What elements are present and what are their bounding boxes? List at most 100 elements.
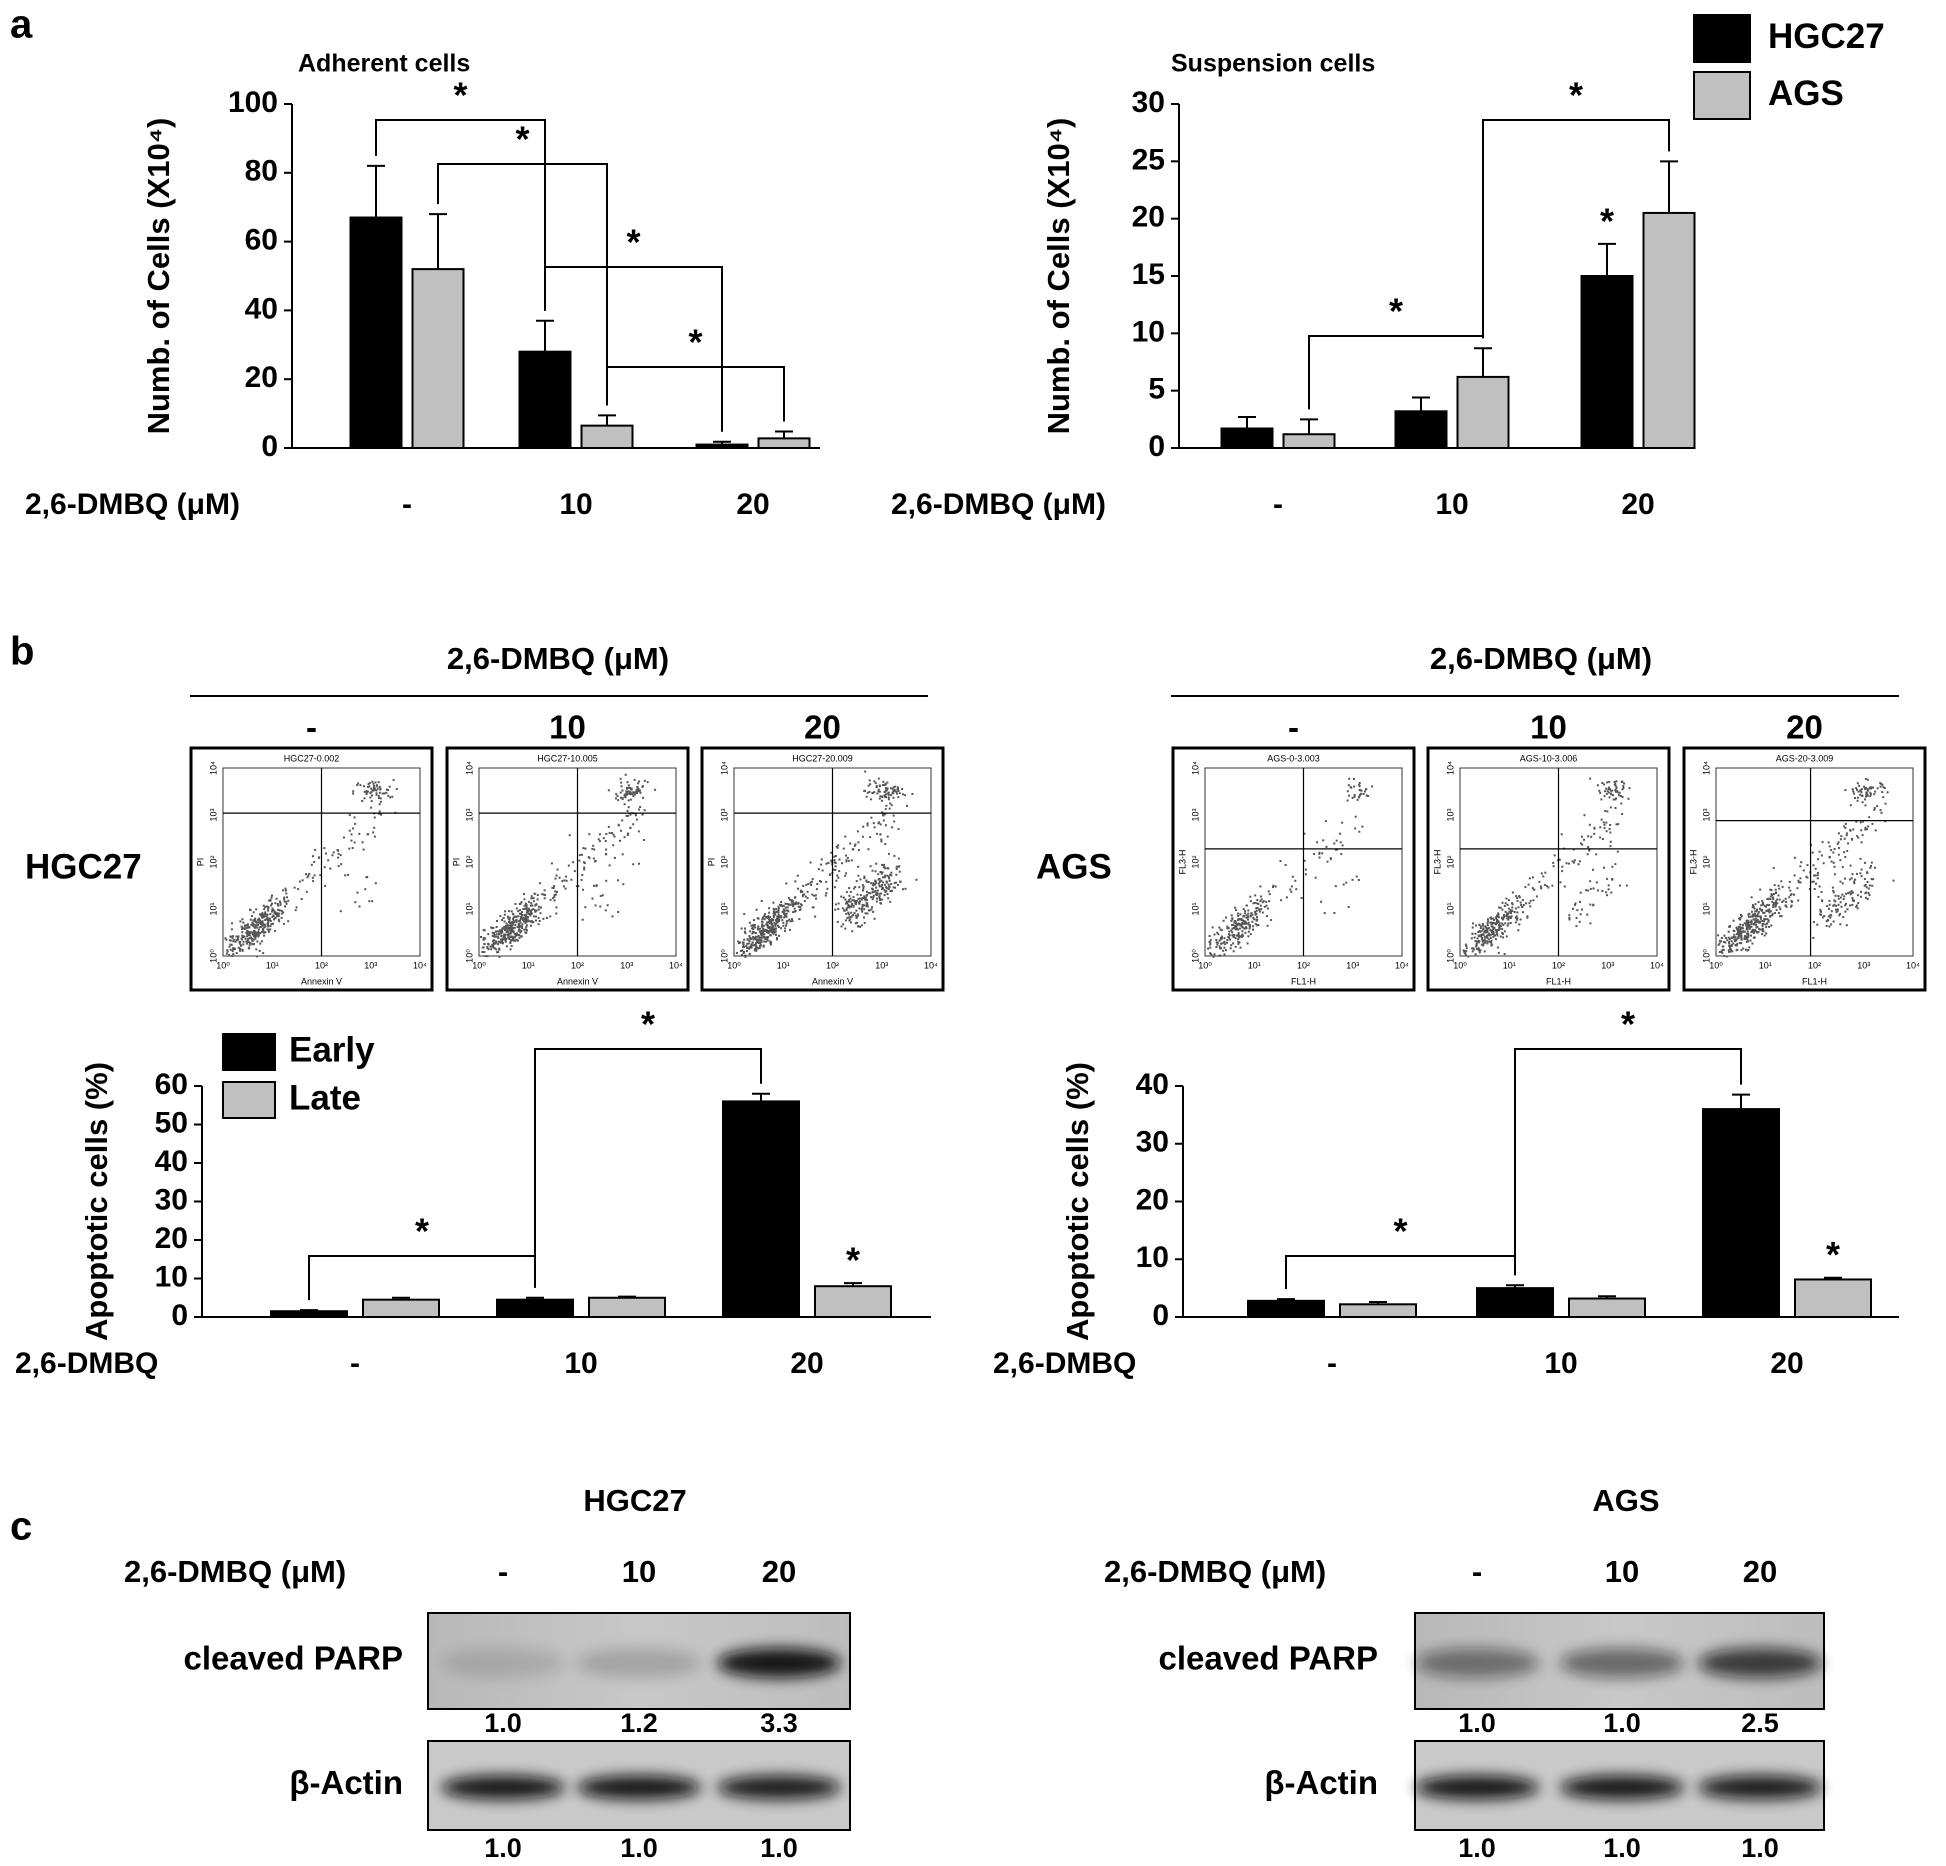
flow-dot	[1563, 885, 1566, 888]
flow-dot	[546, 917, 548, 919]
flow-dot	[301, 879, 304, 882]
flow-dot	[1365, 788, 1368, 791]
flow-dot	[1609, 845, 1612, 848]
significance-star: *	[415, 1211, 429, 1252]
flow-dot	[1607, 788, 1610, 791]
flow-dot	[1230, 914, 1233, 917]
flow-dot	[581, 918, 584, 921]
flow-dot	[848, 899, 851, 901]
flow-dot	[372, 831, 375, 834]
flow-dot	[1884, 802, 1887, 805]
flow-dot	[269, 928, 272, 931]
flow-dot	[1353, 795, 1356, 798]
flow-dot	[1778, 906, 1781, 909]
flow-dot	[1805, 875, 1808, 878]
flow-dot	[1831, 886, 1834, 889]
flow-dot	[1742, 927, 1744, 930]
flow-dot	[762, 924, 765, 927]
flow-dot	[622, 883, 625, 886]
flow-dot	[532, 915, 535, 918]
flow-dot	[1251, 920, 1254, 923]
flow-dot	[366, 790, 369, 793]
flow-dot	[1754, 921, 1757, 924]
lane-label: 20	[1743, 1554, 1777, 1589]
flow-dot	[1860, 890, 1863, 893]
flow-tick-label: 10⁰	[208, 949, 218, 963]
flow-dot	[542, 917, 545, 920]
flow-dot	[1471, 932, 1474, 935]
flow-dot	[763, 940, 766, 943]
flow-dot	[1619, 795, 1622, 797]
flow-dot	[1860, 841, 1863, 844]
flow-dot	[1260, 895, 1262, 898]
flow-dot	[530, 920, 533, 922]
flow-dot	[537, 916, 540, 919]
flow-dot	[1876, 787, 1879, 790]
flow-dot	[1492, 935, 1495, 938]
flow-dot	[1846, 908, 1849, 911]
flow-dot	[767, 936, 769, 938]
flow-dot	[1766, 898, 1769, 900]
flow-dot	[1501, 928, 1504, 931]
flow-dot	[750, 946, 753, 949]
flow-dot	[1837, 897, 1840, 900]
flow-dot	[276, 912, 279, 915]
flow-x-label: Annexin V	[301, 976, 342, 986]
flow-dot	[1487, 938, 1490, 941]
flow-dot	[375, 792, 378, 795]
flow-dot	[225, 938, 228, 941]
flow-dot	[511, 926, 513, 929]
flow-dot	[233, 948, 236, 951]
flow-dot	[890, 890, 893, 893]
flow-dot	[1522, 911, 1525, 914]
flow-dot	[1318, 852, 1321, 855]
flow-dot	[1476, 940, 1478, 943]
flow-dot	[1866, 789, 1869, 792]
flow-dot	[1765, 932, 1768, 935]
flow-dot	[1615, 823, 1618, 826]
flow-dot	[511, 920, 514, 923]
y-axis-label: Numb. of Cells (X10⁴)	[141, 118, 176, 435]
flow-dot	[1493, 926, 1496, 929]
flow-dot	[1595, 881, 1598, 884]
flow-dot	[748, 935, 751, 937]
flow-dot	[627, 784, 630, 787]
flow-dot	[578, 859, 581, 862]
flow-dot	[621, 853, 624, 856]
flow-dot	[1753, 936, 1756, 939]
x-tick-label: 10	[559, 488, 592, 521]
flow-dot	[1233, 934, 1236, 937]
flow-dot	[1243, 922, 1246, 925]
y-tick-label: 15	[1132, 258, 1165, 291]
blot-band	[717, 1775, 841, 1800]
flow-dot	[606, 904, 609, 907]
flow-dot	[1753, 907, 1756, 910]
flow-dot	[1226, 939, 1229, 941]
flow-dot	[1313, 853, 1316, 855]
flow-dot	[518, 903, 521, 905]
flow-dot	[1766, 918, 1769, 921]
flow-dot	[814, 894, 817, 897]
flow-dot	[792, 902, 795, 905]
flow-dot	[1256, 907, 1259, 909]
flow-dot	[1603, 783, 1605, 786]
flow-dot	[376, 787, 379, 790]
flow-dot	[1485, 931, 1488, 934]
flow-dot	[1766, 903, 1769, 906]
flow-dot	[1769, 915, 1772, 918]
flow-dot	[539, 912, 542, 915]
flow-dot	[1358, 789, 1361, 792]
flow-tick-label: 10⁰	[1198, 960, 1212, 970]
flow-dot	[836, 920, 839, 923]
flow-dot	[773, 931, 776, 934]
flow-dot	[1486, 924, 1489, 927]
flow-dot	[756, 927, 759, 930]
flow-dot	[879, 795, 882, 798]
flow-dot	[1828, 845, 1831, 848]
treatment-label: 2,6-DMBQ (μM)	[124, 1554, 346, 1589]
flow-dot	[1605, 821, 1608, 824]
flow-dot	[863, 921, 866, 924]
flow-dot	[507, 917, 510, 920]
flow-dot	[835, 879, 838, 882]
flow-dot	[1495, 923, 1497, 926]
